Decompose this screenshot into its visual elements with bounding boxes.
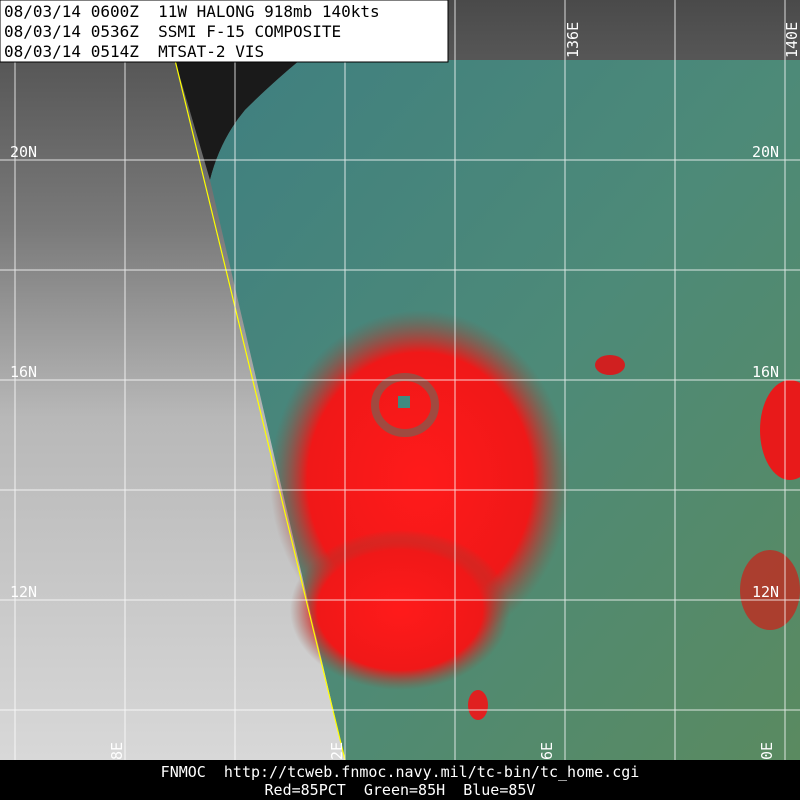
latitude-label: 12N bbox=[10, 583, 37, 601]
longitude-label: 6E bbox=[538, 742, 556, 760]
rain-cell bbox=[595, 355, 625, 375]
longitude-label: 140E bbox=[783, 22, 800, 58]
no-data-area bbox=[175, 60, 300, 180]
longitude-label: 0E bbox=[758, 742, 776, 760]
eye bbox=[398, 396, 410, 408]
grid bbox=[0, 0, 800, 760]
header-line: 08/03/14 0600Z 11W HALONG 918mb 140kts bbox=[4, 2, 380, 21]
longitude-label: 2E bbox=[328, 742, 346, 760]
longitude-label: 8E bbox=[108, 742, 126, 760]
header-box bbox=[0, 0, 449, 63]
swath-edge bbox=[174, 59, 346, 761]
rain-cell bbox=[468, 690, 488, 720]
header-line: 08/03/14 0514Z MTSAT-2 VIS bbox=[4, 42, 264, 61]
footer-line: FNMOC http://tcweb.fnmoc.navy.mil/tc-bin… bbox=[161, 763, 640, 781]
eyewall bbox=[371, 373, 439, 437]
header-line: 08/03/14 0536Z SSMI F-15 COMPOSITE bbox=[4, 22, 341, 41]
latitude-label: 12N bbox=[752, 583, 779, 601]
footer-line: Red=85PCT Green=85H Blue=85V bbox=[265, 781, 536, 799]
longitude-label: 136E bbox=[564, 22, 582, 58]
rain-band bbox=[290, 530, 510, 690]
latitude-label: 20N bbox=[10, 143, 37, 161]
latitude-label: 20N bbox=[752, 143, 779, 161]
latitude-label: 16N bbox=[10, 363, 37, 381]
rain-cell bbox=[760, 380, 800, 480]
latitude-label: 16N bbox=[752, 363, 779, 381]
footer-band bbox=[0, 760, 800, 800]
